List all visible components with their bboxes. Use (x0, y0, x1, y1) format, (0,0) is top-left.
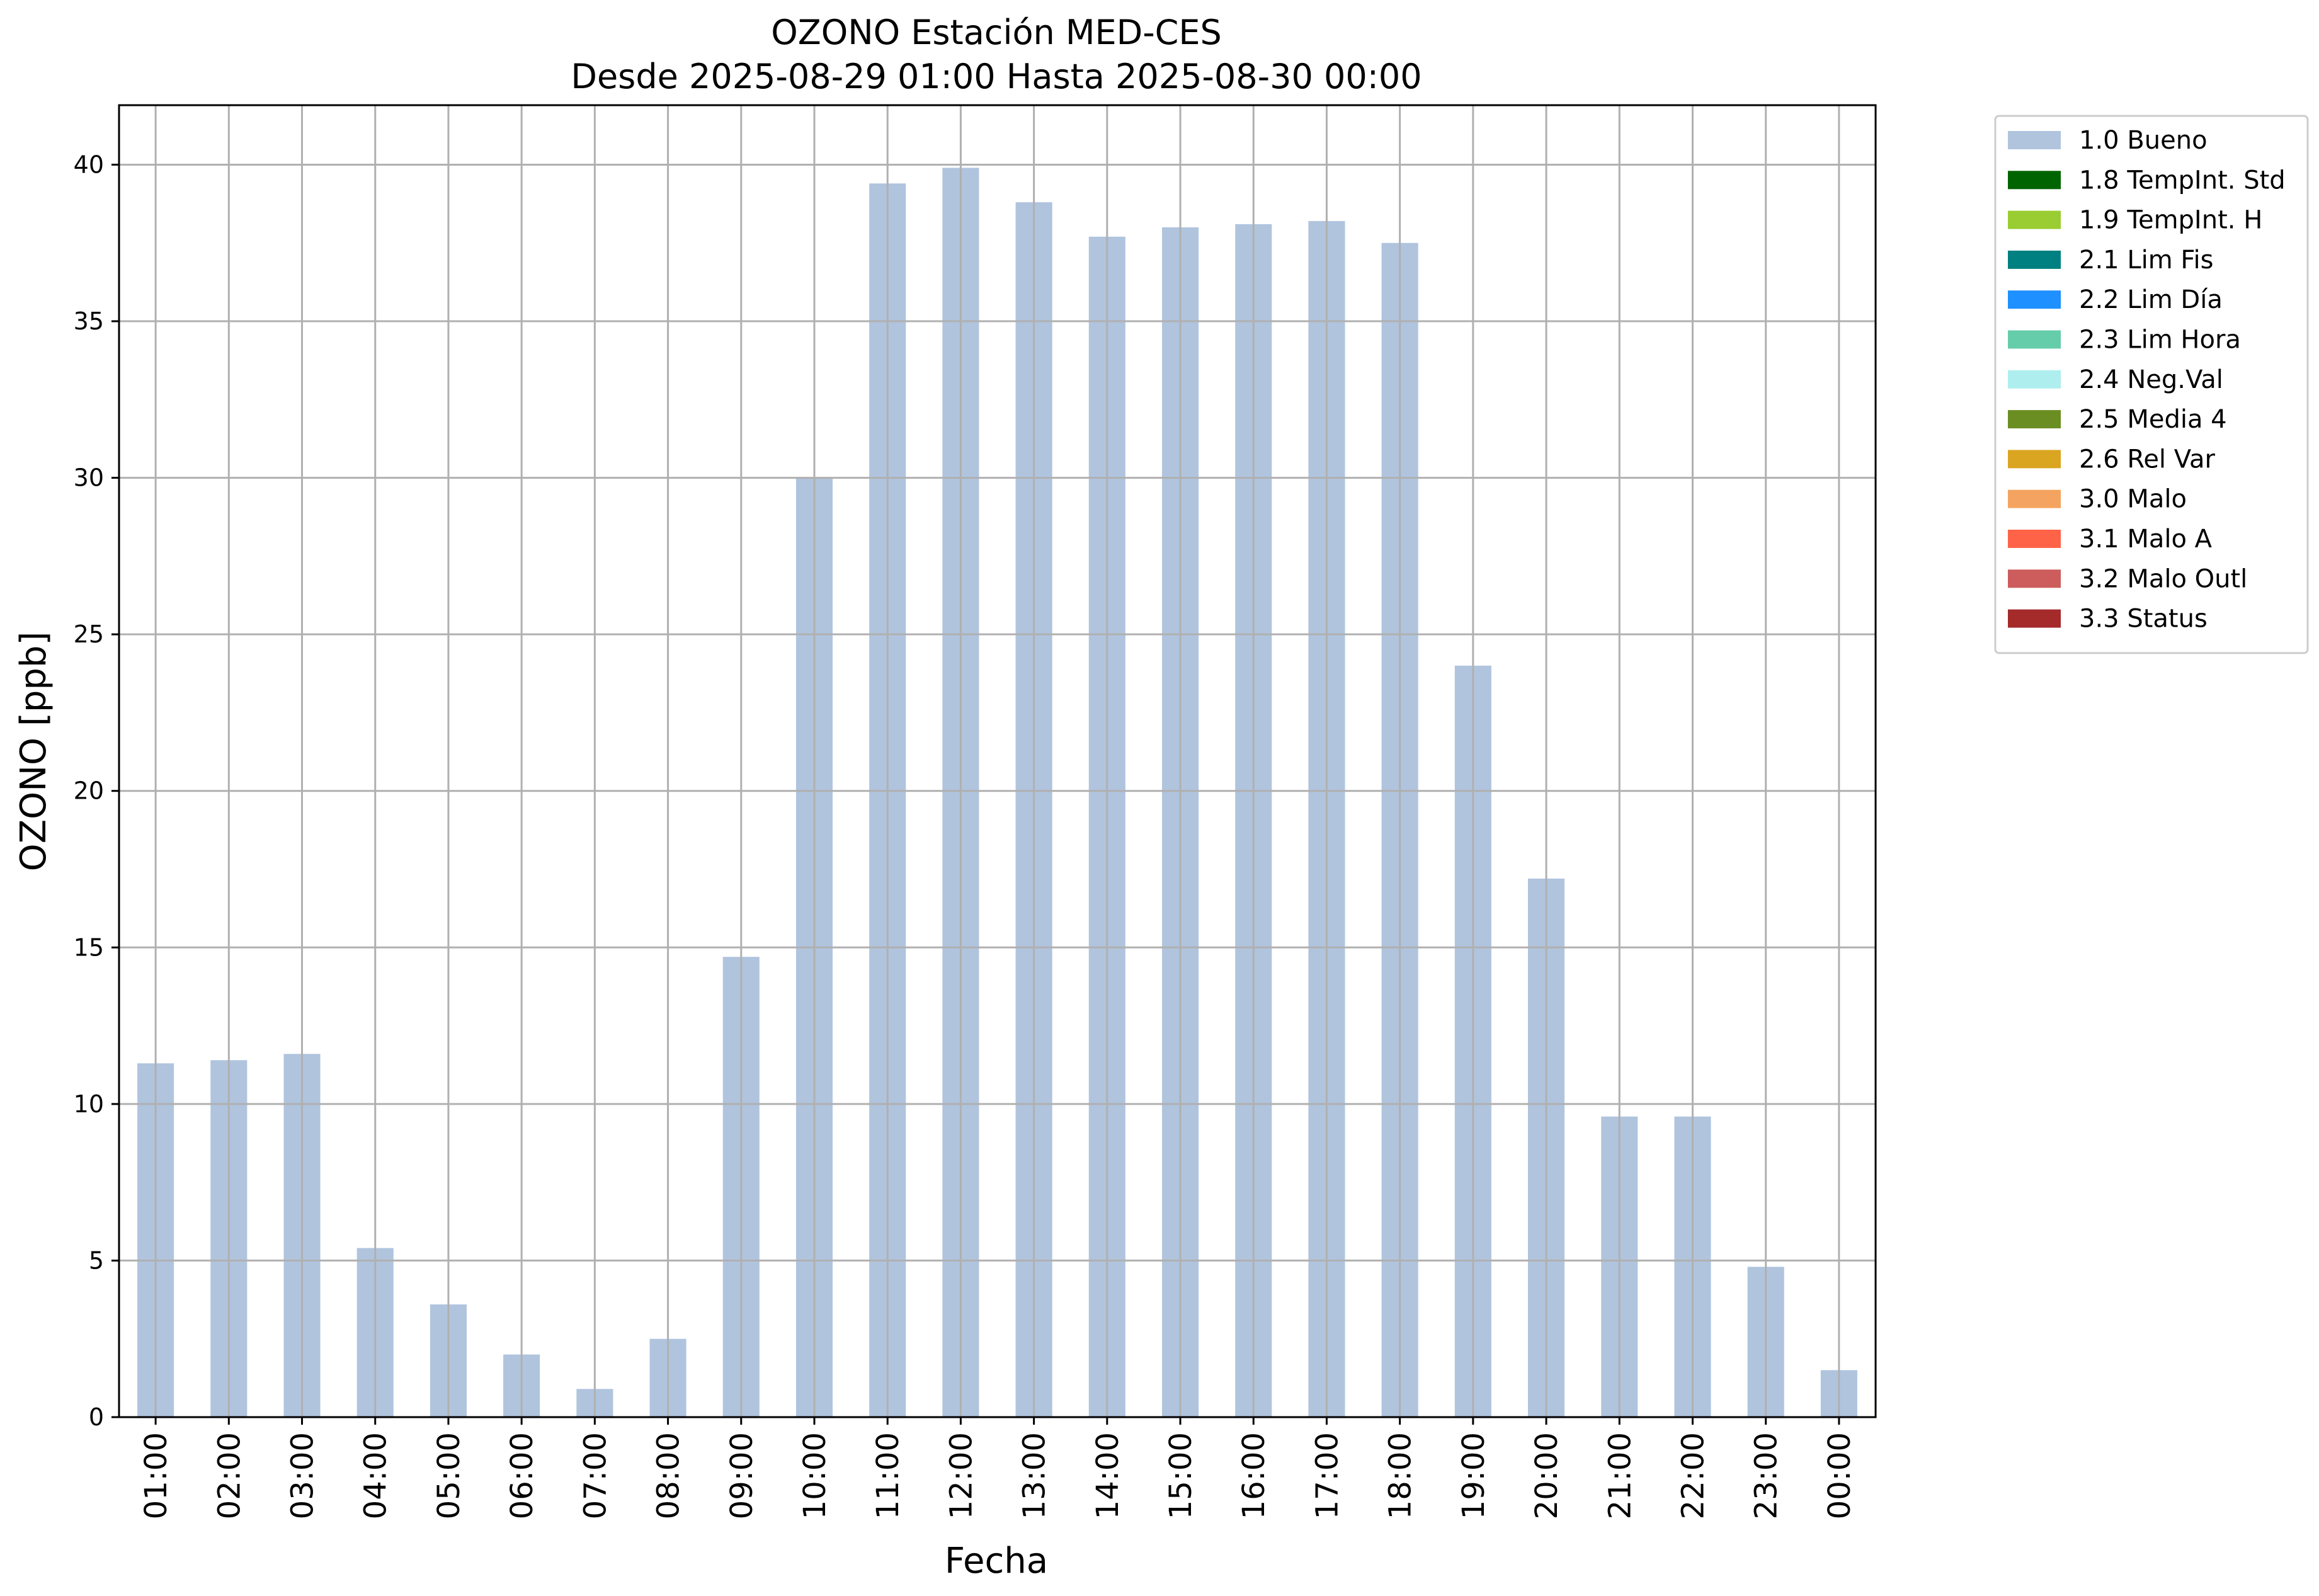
legend-swatch (2008, 131, 2061, 149)
x-tick-label: 23:00 (1749, 1432, 1784, 1519)
x-tick-label: 18:00 (1383, 1432, 1418, 1519)
y-tick-label: 15 (74, 933, 104, 961)
chart-subtitle: Desde 2025-08-29 01:00 Hasta 2025-08-30 … (571, 57, 1422, 96)
x-tick-label: 07:00 (578, 1432, 613, 1519)
y-tick-label: 35 (74, 307, 104, 335)
chart-title: OZONO Estación MED-CES (771, 13, 1222, 52)
legend-swatch (2008, 569, 2061, 588)
legend-swatch (2008, 410, 2061, 429)
legend-swatch (2008, 171, 2061, 190)
x-tick-label: 00:00 (1822, 1432, 1857, 1519)
legend: 1.0 Bueno 1.8 TempInt. Std 1.9 TempInt. H 2… (1994, 115, 2309, 654)
legend-label: 3.3 Status (2079, 605, 2208, 634)
x-tick-label: 20:00 (1529, 1432, 1564, 1519)
x-tick-label: 05:00 (431, 1432, 467, 1519)
legend-swatch (2008, 290, 2061, 309)
x-tick-label: 16:00 (1236, 1432, 1272, 1519)
x-tick-label: 01:00 (139, 1432, 174, 1519)
legend-swatch (2008, 489, 2061, 508)
y-tick-label: 25 (74, 620, 104, 648)
x-tick-label: 21:00 (1602, 1432, 1638, 1519)
x-tick-label: 12:00 (943, 1432, 979, 1519)
x-tick-label: 10:00 (797, 1432, 833, 1519)
x-tick-label: 22:00 (1676, 1432, 1711, 1519)
legend-label: 2.5 Media 4 (2079, 405, 2227, 434)
x-tick-label: 08:00 (651, 1432, 687, 1519)
x-tick-label: 09:00 (724, 1432, 760, 1519)
x-tick-label: 03:00 (285, 1432, 321, 1519)
legend-swatch (2008, 450, 2061, 469)
y-tick-label: 30 (74, 464, 104, 492)
legend-swatch (2008, 370, 2061, 389)
y-tick-label: 0 (89, 1403, 104, 1431)
legend-label: 2.2 Lim Día (2079, 285, 2223, 314)
x-tick-label: 02:00 (212, 1432, 247, 1519)
y-tick-label: 5 (89, 1246, 104, 1274)
legend-swatch (2008, 609, 2061, 628)
legend-swatch (2008, 530, 2061, 548)
y-tick-label: 20 (74, 777, 104, 805)
legend-label: 2.3 Lim Hora (2079, 326, 2241, 355)
legend-label: 2.1 Lim Fis (2079, 246, 2213, 275)
legend-label: 3.0 Malo (2079, 485, 2187, 514)
x-tick-label: 11:00 (870, 1432, 906, 1519)
legend-label: 1.9 TempInt. H (2079, 206, 2262, 235)
plot-frame (118, 104, 1877, 1418)
legend-swatch (2008, 330, 2061, 349)
legend-box (1994, 115, 2309, 654)
legend-label: 2.6 Rel Var (2079, 445, 2216, 474)
x-tick-label: 17:00 (1309, 1432, 1345, 1519)
plot-area: 0 5 10 15 20 25 30 35 40 01:00 02:00 03:00 04:00 05:0… (74, 104, 1877, 1519)
legend-label: 1.8 TempInt. Std (2079, 166, 2286, 195)
y-tick-label: 10 (74, 1090, 104, 1118)
y-axis-label: OZONO [ppb] (13, 632, 54, 872)
legend-label: 1.0 Bueno (2079, 126, 2208, 155)
y-tick-label: 40 (74, 151, 104, 178)
x-tick-label: 19:00 (1456, 1432, 1491, 1519)
x-tick-label: 06:00 (504, 1432, 540, 1519)
x-tick-label: 14:00 (1090, 1432, 1125, 1519)
x-tick-label: 04:00 (358, 1432, 394, 1519)
x-tick-label: 13:00 (1017, 1432, 1052, 1519)
legend-swatch (2008, 250, 2061, 269)
legend-label: 3.1 Malo A (2079, 525, 2213, 554)
x-tick-label: 15:00 (1163, 1432, 1199, 1519)
legend-label: 3.2 Malo Outl (2079, 564, 2247, 593)
legend-swatch (2008, 210, 2061, 229)
legend-label: 2.4 Neg.Val (2079, 365, 2223, 394)
x-axis-label: Fecha (945, 1541, 1048, 1582)
